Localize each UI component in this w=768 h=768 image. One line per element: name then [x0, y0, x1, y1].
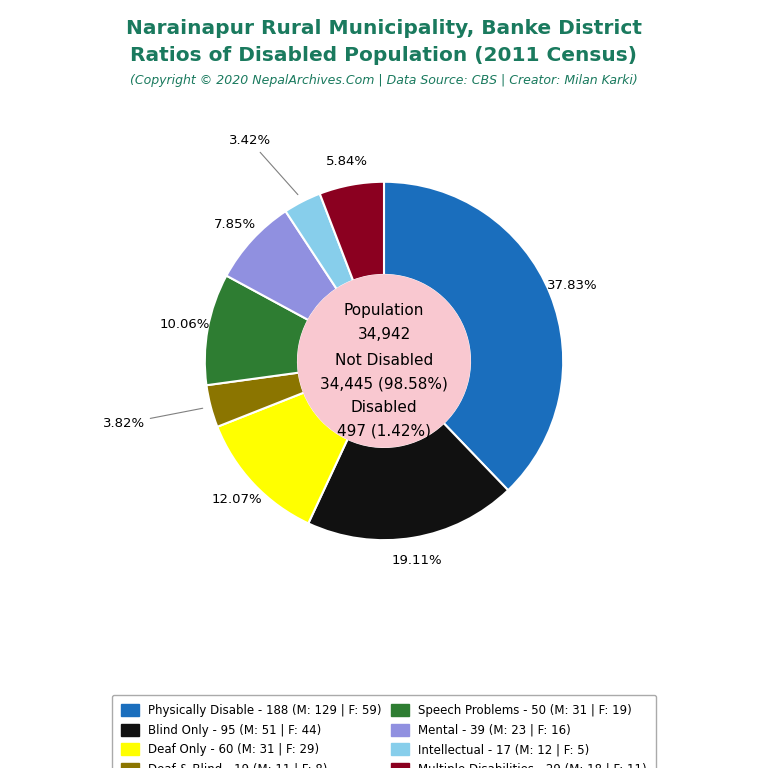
- Wedge shape: [207, 372, 304, 427]
- Wedge shape: [308, 423, 508, 540]
- Text: 3.42%: 3.42%: [229, 134, 298, 194]
- Text: Not Disabled: Not Disabled: [335, 353, 433, 369]
- Text: 7.85%: 7.85%: [214, 217, 256, 230]
- Wedge shape: [319, 182, 384, 280]
- Text: Ratios of Disabled Population (2011 Census): Ratios of Disabled Population (2011 Cens…: [131, 46, 637, 65]
- Text: (Copyright © 2020 NepalArchives.Com | Data Source: CBS | Creator: Milan Karki): (Copyright © 2020 NepalArchives.Com | Da…: [130, 74, 638, 88]
- Text: 19.11%: 19.11%: [392, 554, 442, 568]
- Text: 12.07%: 12.07%: [211, 493, 262, 506]
- Wedge shape: [384, 182, 563, 490]
- Text: 5.84%: 5.84%: [326, 155, 368, 168]
- Wedge shape: [217, 392, 348, 523]
- Text: 34,445 (98.58%): 34,445 (98.58%): [320, 377, 448, 392]
- Wedge shape: [205, 276, 309, 386]
- Text: Population: Population: [344, 303, 424, 318]
- Text: Narainapur Rural Municipality, Banke District: Narainapur Rural Municipality, Banke Dis…: [126, 19, 642, 38]
- Wedge shape: [286, 194, 353, 289]
- Legend: Physically Disable - 188 (M: 129 | F: 59), Blind Only - 95 (M: 51 | F: 44), Deaf: Physically Disable - 188 (M: 129 | F: 59…: [111, 694, 657, 768]
- Text: Disabled: Disabled: [351, 400, 417, 415]
- Text: 10.06%: 10.06%: [160, 318, 210, 331]
- Circle shape: [298, 275, 470, 447]
- Text: 3.82%: 3.82%: [103, 409, 203, 430]
- Text: 34,942: 34,942: [357, 326, 411, 342]
- Text: 497 (1.42%): 497 (1.42%): [337, 423, 431, 439]
- Wedge shape: [227, 211, 336, 320]
- Text: 37.83%: 37.83%: [547, 279, 598, 292]
